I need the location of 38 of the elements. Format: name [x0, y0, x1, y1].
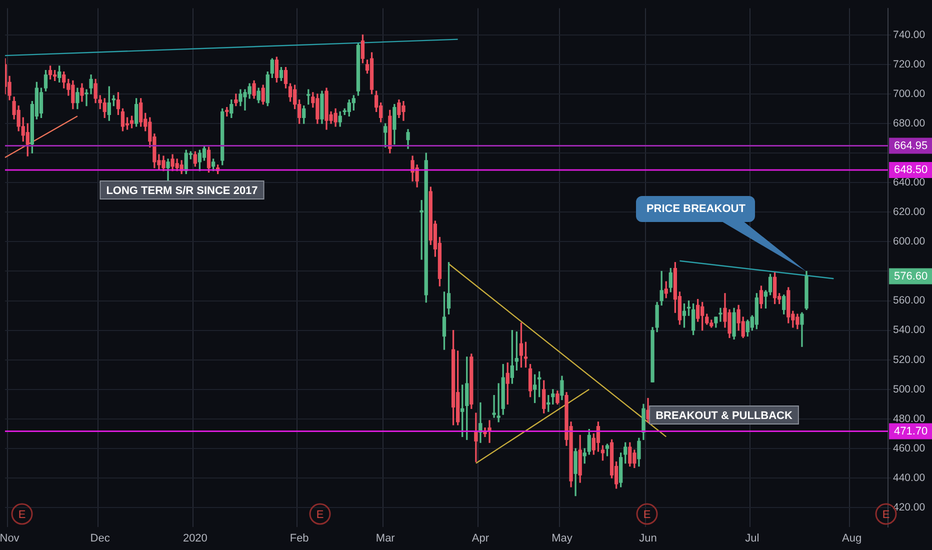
x-tick-label: Dec — [90, 532, 110, 544]
x-tick-label: Mar — [376, 532, 396, 544]
y-tick-label: 700.00 — [893, 88, 926, 100]
annotation: E — [882, 509, 890, 522]
y-tick-label: 440.00 — [893, 472, 926, 484]
x-tick-label: 2020 — [182, 532, 208, 544]
annotation: E — [316, 509, 324, 522]
y-tick-label: 480.00 — [893, 412, 926, 425]
annotation: PRICE BREAKOUT — [636, 196, 756, 222]
y-tick-label: 540.00 — [893, 324, 926, 336]
y-tick-label: 600.00 — [893, 236, 926, 248]
ref-line-label: 664.95 — [894, 140, 928, 152]
x-tick-label: Aug — [842, 532, 862, 544]
y-tick-label: 460.00 — [893, 442, 926, 454]
annotation: E — [18, 509, 26, 522]
y-tick-label: 420.00 — [893, 501, 926, 514]
ref-line-label: 648.50 — [894, 164, 928, 176]
candlestick — [478, 402, 482, 443]
y-tick-label: 740.00 — [893, 28, 926, 41]
y-tick-label: 520.00 — [893, 354, 926, 366]
annotation: E — [643, 509, 651, 522]
ref-line-label: 471.70 — [894, 425, 928, 438]
x-tick-label: Jul — [745, 532, 760, 544]
y-tick-label: 620.00 — [893, 206, 926, 218]
annotation: BREAKOUT & PULLBACK — [656, 410, 792, 422]
annotation: 576.60 — [894, 270, 928, 282]
y-tick-label: 640.00 — [893, 176, 926, 188]
x-tick-label: Nov — [0, 532, 20, 544]
candlestick — [474, 412, 478, 462]
x-tick-label: Jun — [639, 532, 657, 544]
y-tick-label: 720.00 — [893, 58, 926, 70]
x-tick-label: May — [552, 532, 573, 544]
y-tick-label: 500.00 — [893, 383, 926, 396]
x-tick-label: Feb — [290, 532, 309, 544]
y-tick-label: 680.00 — [893, 117, 926, 130]
annotation: LONG TERM S/R SINCE 2017 — [106, 185, 258, 198]
x-tick-label: Apr — [472, 532, 490, 544]
y-tick-label: 560.00 — [893, 294, 926, 307]
